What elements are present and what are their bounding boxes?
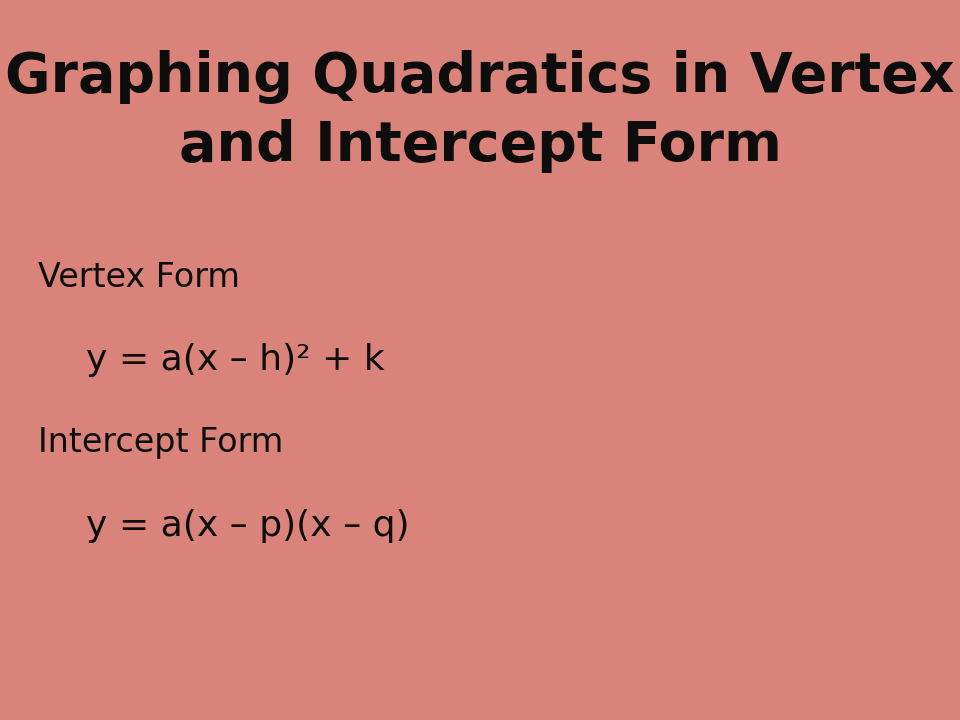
Text: y = a(x – h)² + k: y = a(x – h)² + k (86, 343, 385, 377)
Text: Intercept Form: Intercept Form (38, 426, 284, 459)
Text: Vertex Form: Vertex Form (38, 261, 240, 294)
Text: Graphing Quadratics in Vertex
and Intercept Form: Graphing Quadratics in Vertex and Interc… (5, 50, 955, 173)
Text: y = a(x – p)(x – q): y = a(x – p)(x – q) (86, 508, 410, 543)
